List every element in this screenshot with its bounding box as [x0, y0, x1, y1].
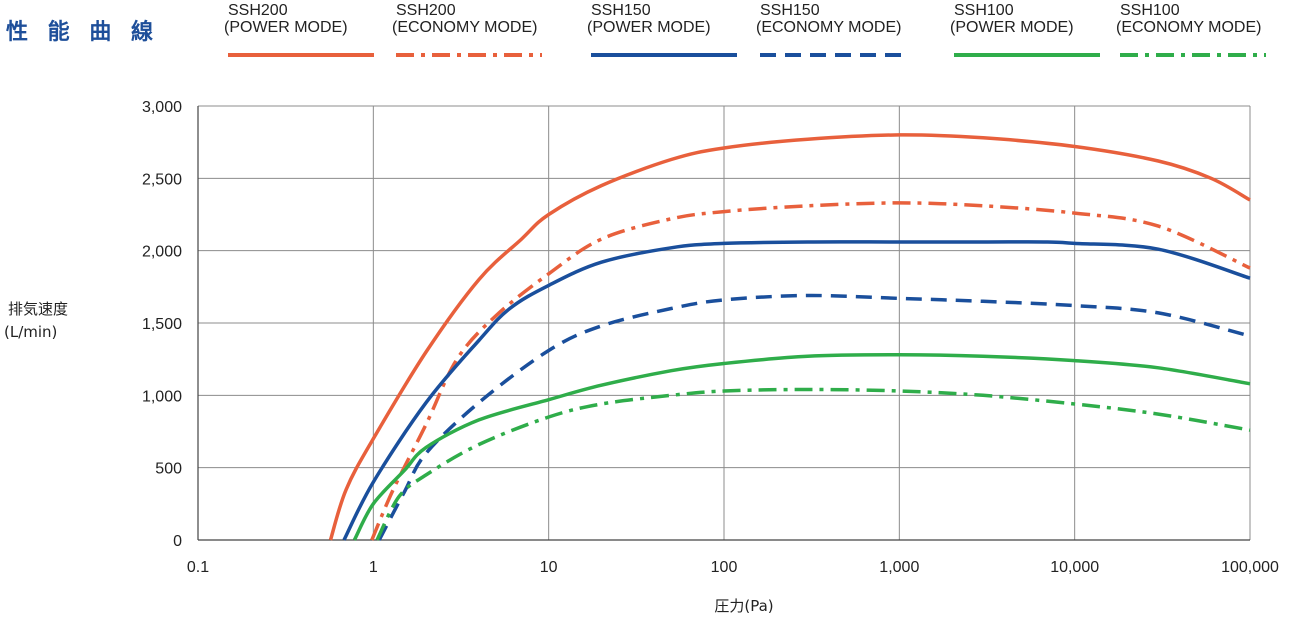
legend-series-name: SSH200 [396, 2, 456, 19]
y-axis-label: 排気速度 [8, 300, 68, 318]
legend-swatch [1120, 53, 1266, 57]
legend-series-name: SSH100 [1120, 2, 1180, 19]
tick-labels: 0 500 1,000 1,500 2,000 2,500 3,000 0.1 1 10 100 1,… [142, 99, 1279, 576]
y-tick-label: 2,500 [142, 171, 182, 188]
ssh200-economy-line [370, 201, 1251, 541]
legend-series-name: SSH150 [760, 2, 820, 19]
legend-item: SSH100 (POWER MODE) [950, 2, 1124, 57]
x-tick-label: 1 [369, 559, 378, 576]
y-tick-label: 2,000 [142, 244, 182, 261]
x-tick-label: 100 [711, 559, 738, 576]
legend-series-name: SSH150 [591, 2, 651, 19]
legend-item: SSH150 (ECONOMY MODE) [756, 2, 930, 57]
legend-swatch [591, 53, 737, 57]
legend-item: SSH100 (ECONOMY MODE) [1116, 2, 1290, 57]
x-tick-label: 10,000 [1050, 559, 1099, 576]
legend-swatch [954, 53, 1100, 57]
x-tick-label: 100,000 [1221, 559, 1279, 576]
x-tick-label: 1,000 [879, 559, 919, 576]
legend-series-mode: (ECONOMY MODE) [1116, 19, 1262, 36]
x-tick-label: 0.1 [187, 559, 209, 576]
y-axis-unit: (L/min) [4, 323, 57, 341]
legend-swatch [228, 53, 374, 57]
legend: SSH200 (POWER MODE) SSH200 (ECONOMY MODE) SS… [224, 2, 1298, 68]
legend-item: SSH150 (POWER MODE) [587, 2, 761, 57]
legend-series-mode: (POWER MODE) [224, 19, 348, 36]
legend-swatch [396, 53, 542, 57]
ssh100-economy-line [375, 387, 1251, 541]
y-tick-label: 3,000 [142, 99, 182, 116]
legend-series-mode: (POWER MODE) [587, 19, 711, 36]
legend-series-name: SSH100 [954, 2, 1014, 19]
series-lines [328, 133, 1251, 541]
y-tick-label: 500 [155, 461, 182, 478]
legend-series-name: SSH200 [228, 2, 288, 19]
x-axis-label: 圧力(Pa) [714, 597, 773, 615]
grid [197, 105, 1251, 541]
y-tick-label: 1,000 [142, 388, 182, 405]
legend-series-mode: (ECONOMY MODE) [392, 19, 538, 36]
ssh100-power-line [352, 353, 1251, 541]
legend-series-mode: (ECONOMY MODE) [756, 19, 902, 36]
legend-item: SSH200 (POWER MODE) [224, 2, 398, 57]
ssh150-economy-line [377, 293, 1251, 541]
x-tick-label: 10 [540, 559, 558, 576]
legend-series-mode: (POWER MODE) [950, 19, 1074, 36]
ssh200-power-line [328, 133, 1251, 541]
y-tick-label: 1,500 [142, 316, 182, 333]
y-tick-label: 0 [173, 533, 182, 550]
ssh150-power-line [342, 240, 1251, 541]
legend-item: SSH200 (ECONOMY MODE) [392, 2, 566, 57]
chart-title: 性 能 曲 線 [6, 19, 159, 45]
